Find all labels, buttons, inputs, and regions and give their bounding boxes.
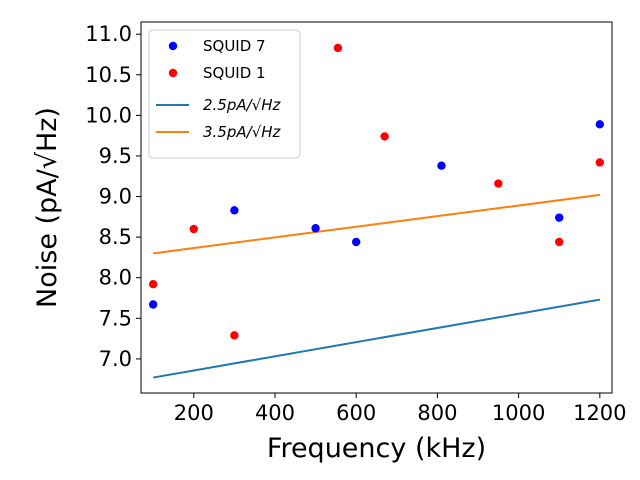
x-tick-label: 600	[336, 401, 376, 425]
x-axis-ticks: 200 400 600 800 1000 1200	[174, 393, 627, 425]
y-tick-label: 7.0	[99, 347, 132, 371]
line-series-group	[153, 193, 600, 379]
x-axis-label: Frequency (kHz)	[267, 433, 486, 464]
x-tick-label: 1000	[492, 401, 545, 425]
y-tick-label: 9.5	[99, 144, 132, 168]
legend-label: SQUID 7	[203, 37, 266, 55]
scatter-point-series-1	[230, 206, 239, 215]
x-tick-label: 200	[174, 401, 214, 425]
x-tick-label: 1200	[573, 401, 626, 425]
scatter-point-series-1	[311, 224, 320, 233]
scatter-point-series-2	[333, 43, 343, 53]
scatter-point-series-1	[555, 213, 564, 222]
line-series-1	[153, 298, 600, 379]
scatter-point-series-1	[595, 120, 605, 129]
legend-marker-scatter	[168, 41, 178, 51]
y-tick-label: 10.0	[85, 103, 132, 127]
legend: SQUID 7 SQUID 1 2.5pA/√Hz 3.5pA/√Hz	[148, 29, 301, 159]
scatter-point-series-2	[189, 224, 198, 234]
y-tick-label: 9.0	[99, 185, 132, 209]
scatter-point-series-2	[230, 331, 239, 340]
scatter-point-series-1	[351, 237, 361, 247]
scatter-point-series-2	[494, 179, 503, 188]
scatter-point-series-2	[148, 280, 158, 289]
scatter-point-series-2	[595, 158, 605, 167]
x-tick-label: 400	[255, 401, 295, 425]
y-axis-label: Noise (pA/√Hz)	[32, 107, 63, 308]
legend-label: SQUID 1	[203, 64, 266, 82]
legend-label: 3.5pA/√Hz	[203, 123, 282, 141]
scatter-point-series-2	[555, 237, 564, 247]
y-tick-label: 8.0	[99, 266, 132, 290]
legend-marker-scatter	[168, 68, 178, 78]
y-tick-label: 8.5	[99, 225, 132, 249]
scatter-point-series-1	[437, 161, 446, 170]
y-tick-label: 11.0	[85, 22, 132, 46]
line-series-2	[153, 193, 600, 255]
y-tick-label: 7.5	[99, 306, 132, 330]
scatter-series-group	[148, 43, 605, 340]
x-tick-label: 800	[417, 401, 457, 425]
y-axis-ticks: 7.0 7.5 8.0 8.5 9.0 9.5 10.0 10.5 11.0	[85, 22, 141, 371]
scatter-point-series-1	[148, 300, 158, 309]
scatter-point-series-2	[380, 132, 389, 141]
y-tick-label: 10.5	[85, 63, 132, 87]
legend-box	[148, 29, 301, 159]
legend-label: 2.5pA/√Hz	[203, 96, 282, 114]
plot-frame	[140, 21, 613, 394]
